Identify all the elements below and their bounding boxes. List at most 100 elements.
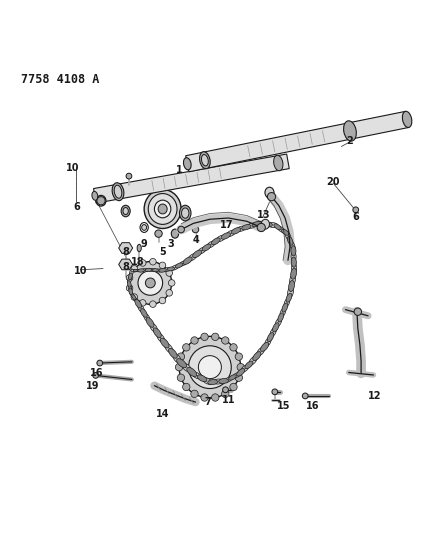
Ellipse shape xyxy=(287,237,293,245)
Circle shape xyxy=(166,289,172,296)
Circle shape xyxy=(353,207,359,213)
Ellipse shape xyxy=(211,238,220,245)
Text: 11: 11 xyxy=(222,395,235,405)
Circle shape xyxy=(177,353,184,360)
Ellipse shape xyxy=(159,268,166,272)
Text: 16: 16 xyxy=(90,368,104,378)
Ellipse shape xyxy=(131,270,135,272)
Ellipse shape xyxy=(290,274,295,285)
Circle shape xyxy=(201,333,208,341)
Ellipse shape xyxy=(268,223,278,228)
Text: 17: 17 xyxy=(220,221,233,230)
Ellipse shape xyxy=(202,244,211,251)
Ellipse shape xyxy=(242,224,251,230)
Circle shape xyxy=(257,223,265,231)
Ellipse shape xyxy=(148,193,177,224)
Ellipse shape xyxy=(252,221,262,227)
Text: 20: 20 xyxy=(327,177,340,187)
Ellipse shape xyxy=(137,244,141,252)
Ellipse shape xyxy=(153,328,161,337)
Ellipse shape xyxy=(198,247,206,254)
Ellipse shape xyxy=(247,223,256,228)
Text: 16: 16 xyxy=(306,401,319,411)
Text: 6: 6 xyxy=(73,202,80,212)
Ellipse shape xyxy=(163,268,170,271)
Ellipse shape xyxy=(265,337,271,346)
Ellipse shape xyxy=(175,263,183,268)
Circle shape xyxy=(129,262,172,304)
Circle shape xyxy=(131,265,138,272)
Ellipse shape xyxy=(179,205,191,221)
Ellipse shape xyxy=(187,367,197,376)
Ellipse shape xyxy=(231,228,241,234)
Circle shape xyxy=(222,337,229,344)
Circle shape xyxy=(235,374,243,382)
Ellipse shape xyxy=(156,269,162,272)
Ellipse shape xyxy=(192,372,202,379)
Ellipse shape xyxy=(237,368,245,376)
Ellipse shape xyxy=(133,270,138,272)
Ellipse shape xyxy=(112,183,124,200)
Ellipse shape xyxy=(233,373,241,378)
Text: 14: 14 xyxy=(156,409,169,419)
Ellipse shape xyxy=(262,222,272,227)
Ellipse shape xyxy=(291,246,296,256)
Ellipse shape xyxy=(179,261,187,266)
Polygon shape xyxy=(94,154,289,203)
Circle shape xyxy=(175,364,183,371)
Text: 2: 2 xyxy=(346,136,353,146)
Circle shape xyxy=(166,270,172,276)
Circle shape xyxy=(230,383,237,391)
Ellipse shape xyxy=(197,375,207,382)
Circle shape xyxy=(302,393,308,399)
Text: 1: 1 xyxy=(176,165,182,175)
Ellipse shape xyxy=(286,293,292,302)
Ellipse shape xyxy=(237,226,246,231)
Ellipse shape xyxy=(216,235,226,242)
Ellipse shape xyxy=(135,300,142,308)
Ellipse shape xyxy=(273,155,283,171)
Circle shape xyxy=(159,262,166,269)
Ellipse shape xyxy=(199,152,210,169)
Ellipse shape xyxy=(138,269,144,272)
Circle shape xyxy=(201,394,208,401)
Ellipse shape xyxy=(226,230,236,237)
Text: 4: 4 xyxy=(192,235,199,245)
Circle shape xyxy=(211,333,219,341)
Ellipse shape xyxy=(142,224,147,230)
Text: 15: 15 xyxy=(277,401,291,411)
Ellipse shape xyxy=(219,378,229,384)
Ellipse shape xyxy=(130,292,134,297)
Circle shape xyxy=(146,278,155,288)
Circle shape xyxy=(179,336,241,398)
Ellipse shape xyxy=(128,277,131,284)
Ellipse shape xyxy=(171,229,178,238)
Circle shape xyxy=(177,374,184,382)
Ellipse shape xyxy=(121,205,130,217)
Ellipse shape xyxy=(157,333,165,343)
Circle shape xyxy=(93,373,98,378)
Circle shape xyxy=(178,226,184,233)
Ellipse shape xyxy=(284,298,290,307)
Circle shape xyxy=(126,173,132,179)
Ellipse shape xyxy=(158,204,167,214)
Ellipse shape xyxy=(229,375,236,380)
Ellipse shape xyxy=(261,342,269,351)
Ellipse shape xyxy=(257,347,265,356)
Circle shape xyxy=(131,294,138,301)
Ellipse shape xyxy=(344,121,357,141)
Ellipse shape xyxy=(282,229,289,235)
Circle shape xyxy=(235,353,243,360)
Ellipse shape xyxy=(177,359,187,368)
Circle shape xyxy=(237,364,244,371)
Text: 7758 4108 A: 7758 4108 A xyxy=(21,74,99,86)
Ellipse shape xyxy=(188,254,197,261)
Text: 10: 10 xyxy=(65,163,79,173)
Text: 6: 6 xyxy=(352,212,359,222)
Ellipse shape xyxy=(141,309,147,317)
Ellipse shape xyxy=(128,280,131,287)
Circle shape xyxy=(183,344,190,351)
Circle shape xyxy=(126,274,133,281)
Ellipse shape xyxy=(253,352,261,361)
Circle shape xyxy=(159,297,166,304)
